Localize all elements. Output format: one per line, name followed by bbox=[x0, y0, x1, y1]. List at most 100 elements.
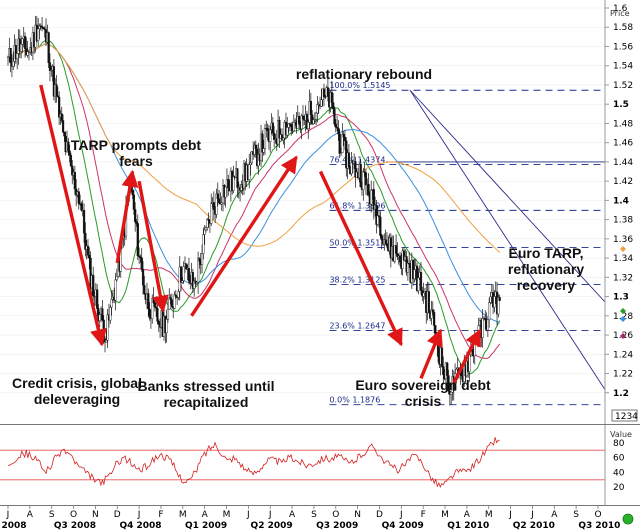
price-axis-ticks: 1.21.221.241.261.281.31.321.341.361.381.… bbox=[605, 4, 633, 399]
last-value-marker: 1234 bbox=[611, 409, 638, 422]
candle-body bbox=[67, 141, 70, 152]
magenta-diamond-icon bbox=[620, 333, 626, 339]
candle-body bbox=[280, 134, 284, 141]
month-label: J bbox=[530, 510, 534, 520]
candle-body bbox=[266, 128, 269, 131]
month-label: J bbox=[137, 510, 141, 520]
annotation-banks-stressed: Banks stressed until bbox=[138, 378, 275, 394]
annotation-credit-crisis: Credit crisis, global bbox=[12, 375, 142, 391]
candle-body bbox=[468, 354, 471, 372]
candle-body bbox=[169, 297, 172, 300]
candle-body bbox=[312, 119, 315, 124]
candle-body bbox=[215, 193, 218, 215]
period-label: Q3 2009 bbox=[316, 521, 358, 530]
candle-body bbox=[102, 319, 105, 340]
candle-body bbox=[396, 253, 399, 258]
month-label: O bbox=[332, 510, 339, 520]
month-label: J bbox=[399, 510, 403, 520]
trend-arrow bbox=[137, 180, 169, 313]
period-label: Q1 2010 bbox=[447, 521, 489, 530]
price-tick-label: 1.3 bbox=[613, 293, 629, 303]
candle-body bbox=[114, 279, 117, 301]
candle-body bbox=[290, 124, 293, 127]
candle-body bbox=[141, 269, 145, 286]
candle-body bbox=[224, 186, 227, 198]
candle-body bbox=[198, 258, 201, 262]
candle-body bbox=[63, 131, 66, 137]
candle-body bbox=[71, 165, 74, 176]
candle-body bbox=[98, 314, 101, 321]
fib-level-label: 38.2% 1.3125 bbox=[329, 276, 385, 285]
candle-body bbox=[350, 162, 353, 174]
month-label: A bbox=[27, 510, 34, 520]
candle-body bbox=[69, 155, 73, 167]
moving-average-lines bbox=[7, 38, 501, 375]
month-label: S bbox=[49, 510, 55, 520]
candle-body bbox=[297, 116, 301, 124]
month-label: M bbox=[223, 510, 231, 520]
price-axis-markers bbox=[620, 246, 626, 339]
candle-body bbox=[311, 114, 314, 124]
trendline-shallow bbox=[409, 89, 614, 312]
candle-body bbox=[253, 144, 256, 155]
candle-body bbox=[330, 92, 333, 103]
price-tick-label: 1.58 bbox=[613, 23, 633, 33]
candle-body bbox=[301, 115, 305, 120]
period-label: Q4 2009 bbox=[382, 521, 424, 530]
period-label: 2008 bbox=[1, 521, 26, 530]
price-panel: 100.0% 1.5145 76.4% 1.4374 61.8% 1.3896 50.… bbox=[0, 7, 614, 410]
candle-body bbox=[202, 234, 205, 254]
candle-body bbox=[489, 296, 492, 303]
candle-body bbox=[212, 202, 215, 210]
annotation-euro-sovereign-debt: crisis bbox=[405, 393, 442, 409]
month-label: F bbox=[158, 510, 163, 520]
candle-body bbox=[419, 272, 423, 291]
candle-body bbox=[486, 319, 489, 331]
candle-body bbox=[447, 375, 450, 392]
candle-body bbox=[488, 302, 491, 321]
price-tick-label: 1.24 bbox=[613, 350, 633, 360]
trendlines bbox=[409, 89, 614, 403]
price-tick-label: 1.36 bbox=[613, 235, 633, 245]
trend-arrow bbox=[115, 169, 139, 264]
candle-body bbox=[165, 319, 168, 334]
moving-average-line bbox=[7, 43, 501, 360]
fib-level-label: 76.4% 1.4374 bbox=[329, 155, 385, 164]
candle-body bbox=[377, 215, 381, 218]
price-tick-label: 1.46 bbox=[613, 139, 633, 149]
candle-body bbox=[204, 227, 208, 231]
oscillator-tick-label: 80 bbox=[613, 439, 625, 449]
price-tick-label: 1.52 bbox=[613, 81, 633, 91]
price-tick-label: 1.42 bbox=[613, 177, 633, 187]
trend-arrow bbox=[452, 328, 482, 384]
price-tick-label: 1.56 bbox=[613, 42, 633, 52]
candle-body bbox=[80, 203, 83, 211]
month-label: J bbox=[246, 510, 250, 520]
candle-body bbox=[254, 144, 257, 150]
candle-body bbox=[362, 171, 365, 190]
candle-body bbox=[433, 312, 436, 326]
candle-body bbox=[347, 152, 350, 168]
candle-body bbox=[455, 369, 458, 374]
candle-body bbox=[197, 258, 200, 283]
candle-body bbox=[88, 254, 91, 259]
candle-body bbox=[376, 215, 379, 225]
fib-level-label: 23.6% 1.2647 bbox=[329, 322, 385, 331]
trend-arrows bbox=[39, 84, 482, 384]
month-label: M bbox=[179, 510, 187, 520]
candle-body bbox=[131, 190, 134, 196]
month-label: M bbox=[441, 510, 449, 520]
candle-body bbox=[324, 96, 327, 98]
price-tick-label: 1.4 bbox=[613, 196, 629, 206]
month-label: S bbox=[311, 510, 317, 520]
candle-body bbox=[89, 257, 92, 289]
price-tick-label: 1.34 bbox=[613, 254, 633, 264]
candle-body bbox=[450, 391, 453, 395]
fib-level-label: 50.0% 1.3511 bbox=[329, 238, 385, 247]
candle-body bbox=[48, 62, 52, 71]
candle-body bbox=[182, 266, 185, 281]
candle-body bbox=[385, 243, 389, 247]
period-labels: 2008 Q3 2008 Q4 2008 Q1 2009 Q2 2009 Q3 2009 Q… bbox=[1, 521, 620, 530]
candle-body bbox=[292, 122, 295, 132]
candle-body bbox=[339, 152, 343, 154]
